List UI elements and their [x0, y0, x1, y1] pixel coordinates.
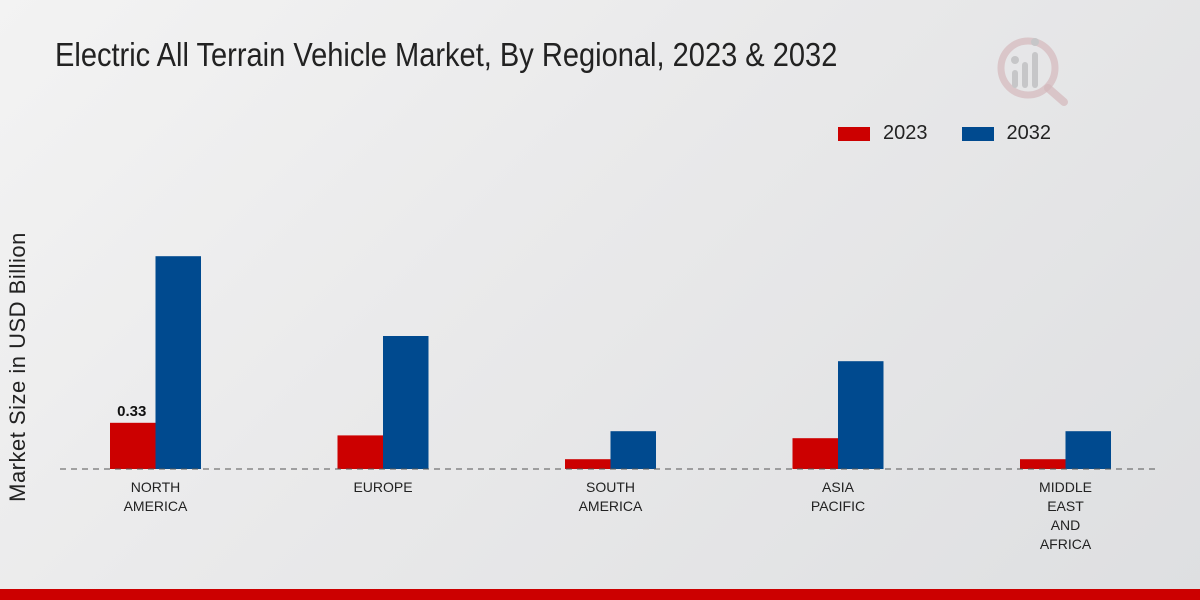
- x-tick-label-4: MIDDLE EAST AND AFRICA: [1039, 479, 1092, 552]
- x-tick-label-3: ASIA PACIFIC: [811, 479, 865, 514]
- bar-2023-1: [337, 435, 383, 469]
- legend: 2023 2032: [838, 122, 1085, 145]
- x-tick-label-1: EUROPE: [353, 479, 412, 495]
- footer-bar: [0, 589, 1200, 600]
- chart-title: Electric All Terrain Vehicle Market, By …: [55, 36, 838, 73]
- legend-label-2023: 2023: [883, 122, 928, 144]
- legend-item-2023: 2023: [838, 122, 928, 145]
- bar-2023-2: [565, 459, 611, 469]
- bar-2032-0: [155, 256, 201, 469]
- x-tick-label-0: NORTH AMERICA: [124, 479, 188, 514]
- bar-2032-3: [838, 361, 884, 469]
- bar-2023-0: [110, 422, 156, 469]
- bar-2032-1: [383, 336, 429, 469]
- legend-swatch-2023: [838, 126, 870, 141]
- x-tick-label-2: SOUTH AMERICA: [579, 479, 643, 514]
- watermark-logo-icon: [997, 37, 1068, 106]
- legend-swatch-2032: [961, 126, 994, 141]
- bar-2032-4: [1065, 431, 1111, 469]
- data-label-0: 0.33: [117, 403, 146, 420]
- bar-2032-2: [610, 431, 656, 469]
- legend-label-2032: 2032: [1006, 122, 1052, 144]
- bar-2023-3: [792, 438, 838, 469]
- bar-2023-4: [1020, 459, 1066, 469]
- legend-item-2032: 2032: [961, 122, 1052, 145]
